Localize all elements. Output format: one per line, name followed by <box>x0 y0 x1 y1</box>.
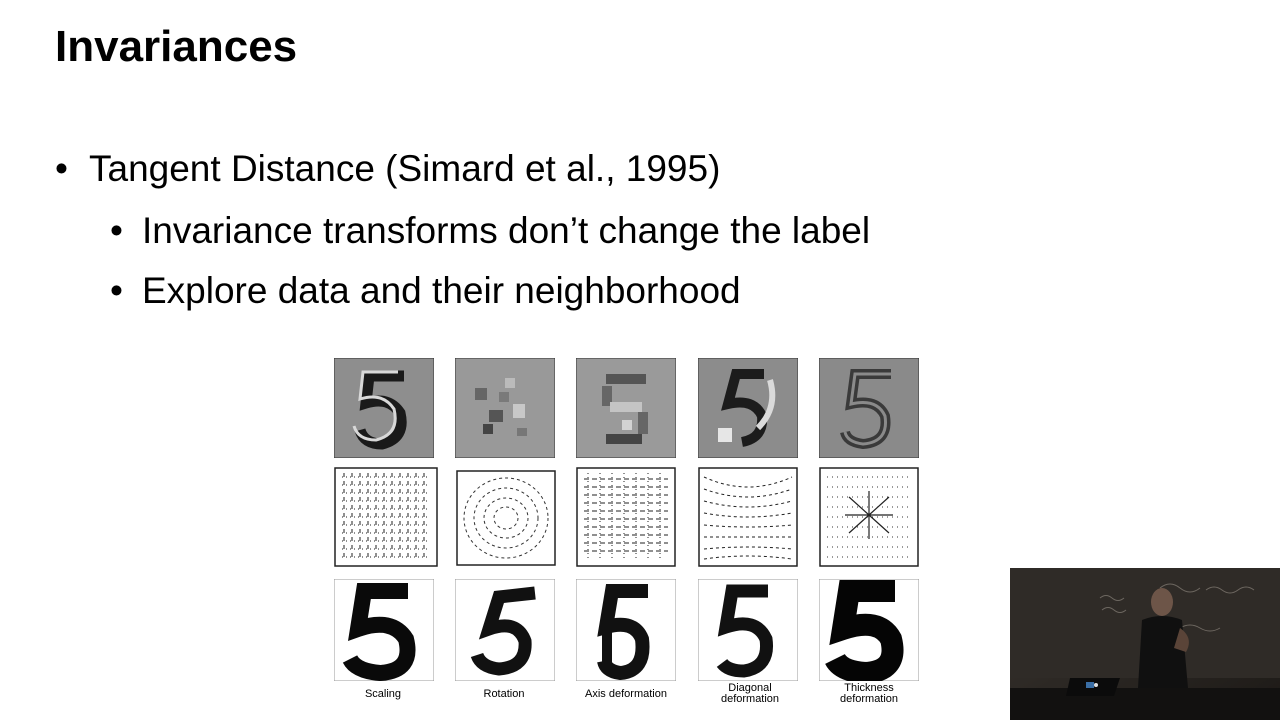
tangent-distance-figure: Scaling Rotation Axis deformation Diagon… <box>330 355 930 715</box>
lecturer-webcam-video <box>1010 568 1280 720</box>
vector-field-rotation <box>456 470 556 566</box>
digit-thickness <box>819 579 919 681</box>
caption-scaling: Scaling <box>364 688 402 700</box>
caption-diagonal-deformation: Diagonal deformation <box>720 682 780 705</box>
digit-axis <box>576 579 676 681</box>
digit-scaling <box>334 579 434 681</box>
vector-field-thickness <box>819 467 919 567</box>
vector-field-diagonal <box>698 467 798 567</box>
bullet-dot: • <box>110 270 123 311</box>
tangent-image-thickness <box>819 358 919 458</box>
bullet-dot: • <box>110 210 123 251</box>
caption-rotation: Rotation <box>483 688 525 700</box>
bullet-text: Explore data and their neighborhood <box>142 270 741 311</box>
vector-field-scaling <box>334 467 438 567</box>
caption-axis-deformation: Axis deformation <box>585 688 667 700</box>
bullet-text: Tangent Distance (Simard et al., 1995) <box>89 148 721 189</box>
tangent-image-scaling <box>334 358 434 458</box>
bullet-dot: • <box>55 148 68 189</box>
bullet-text: Invariance transforms don’t change the l… <box>142 210 871 251</box>
slide-title: Invariances <box>55 22 298 71</box>
vector-field-axis <box>576 467 676 567</box>
tangent-image-rotation <box>455 358 555 458</box>
caption-thickness-deformation: Thickness deformation <box>839 682 899 705</box>
digit-diagonal <box>698 579 798 681</box>
tangent-image-diagonal <box>698 358 798 458</box>
tangent-image-axis <box>576 358 676 458</box>
digit-rotation <box>455 579 555 681</box>
